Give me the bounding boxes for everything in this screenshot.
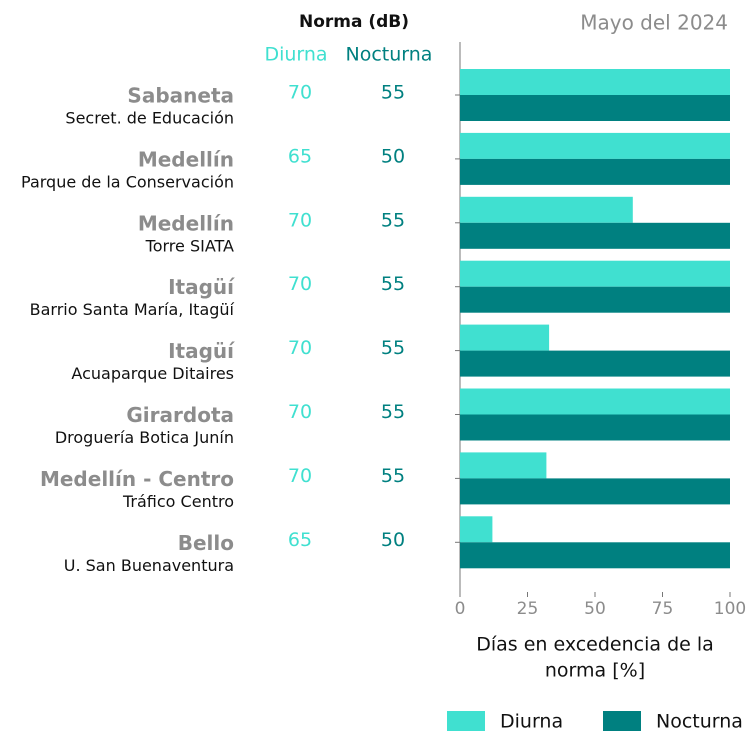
bar: [460, 132, 730, 159]
bar: [460, 350, 730, 377]
norm-header: Nocturna: [346, 44, 433, 66]
station-label: Tráfico Centro: [122, 492, 234, 511]
station-label: Barrio Santa María, Itagüí: [30, 300, 235, 319]
location-label: Itagüí: [168, 339, 235, 363]
norm-value: 55: [381, 401, 405, 423]
legend-swatch: [447, 711, 485, 731]
location-label: Medellín: [138, 147, 234, 171]
location-label: Sabaneta: [127, 84, 234, 108]
norm-value: 70: [288, 465, 312, 487]
bar: [460, 452, 547, 479]
legend-label: Diurna: [500, 711, 563, 731]
bar: [460, 196, 633, 223]
x-axis-label: norma [%]: [545, 660, 645, 682]
norm-value: 50: [381, 529, 405, 551]
x-tick-label: 50: [584, 599, 606, 619]
bar: [460, 222, 730, 249]
x-tick-label: 0: [455, 599, 466, 619]
station-label: Parque de la Conservación: [21, 172, 234, 191]
x-tick-label: 100: [714, 599, 746, 619]
bar: [460, 478, 730, 505]
legend-label: Nocturna: [656, 711, 743, 731]
location-label: Itagüí: [168, 275, 235, 299]
norm-value: 50: [381, 145, 405, 167]
norm-value: 55: [381, 82, 405, 104]
location-label: Bello: [178, 531, 234, 555]
bar: [460, 516, 493, 543]
station-label: Acuaparque Ditaires: [71, 364, 234, 383]
norm-header: Diurna: [264, 44, 327, 66]
bar: [460, 542, 730, 569]
norm-value: 70: [288, 273, 312, 295]
bar: [460, 388, 730, 415]
norm-value: 55: [381, 337, 405, 359]
x-axis-label: Días en excedencia de la: [476, 634, 714, 656]
bar: [460, 260, 730, 287]
bar: [460, 95, 730, 121]
bar: [460, 158, 730, 185]
x-tick-label: 75: [652, 599, 674, 619]
norm-value: 70: [288, 337, 312, 359]
norm-value: 55: [381, 465, 405, 487]
bar: [460, 414, 730, 441]
norm-title: Norma (dB): [299, 12, 409, 32]
norm-value: 55: [381, 209, 405, 231]
norm-value: 70: [288, 209, 312, 231]
station-label: Secret. de Educación: [65, 109, 234, 128]
norm-value: 65: [288, 529, 312, 551]
norm-value: 65: [288, 145, 312, 167]
location-label: Girardota: [126, 403, 234, 427]
station-label: Torre SIATA: [145, 236, 234, 255]
norm-value: 70: [288, 82, 312, 104]
norm-value: 55: [381, 273, 405, 295]
location-label: Medellín - Centro: [40, 467, 234, 491]
station-label: Droguería Botica Junín: [55, 428, 234, 447]
legend-swatch: [603, 711, 641, 731]
location-label: Medellín: [138, 211, 234, 235]
station-label: U. San Buenaventura: [64, 556, 234, 575]
norm-value: 70: [288, 401, 312, 423]
bar: [460, 324, 550, 351]
x-tick-label: 25: [517, 599, 539, 619]
chart-title: Mayo del 2024: [580, 11, 728, 35]
bar: [460, 69, 730, 95]
bar: [460, 286, 730, 313]
